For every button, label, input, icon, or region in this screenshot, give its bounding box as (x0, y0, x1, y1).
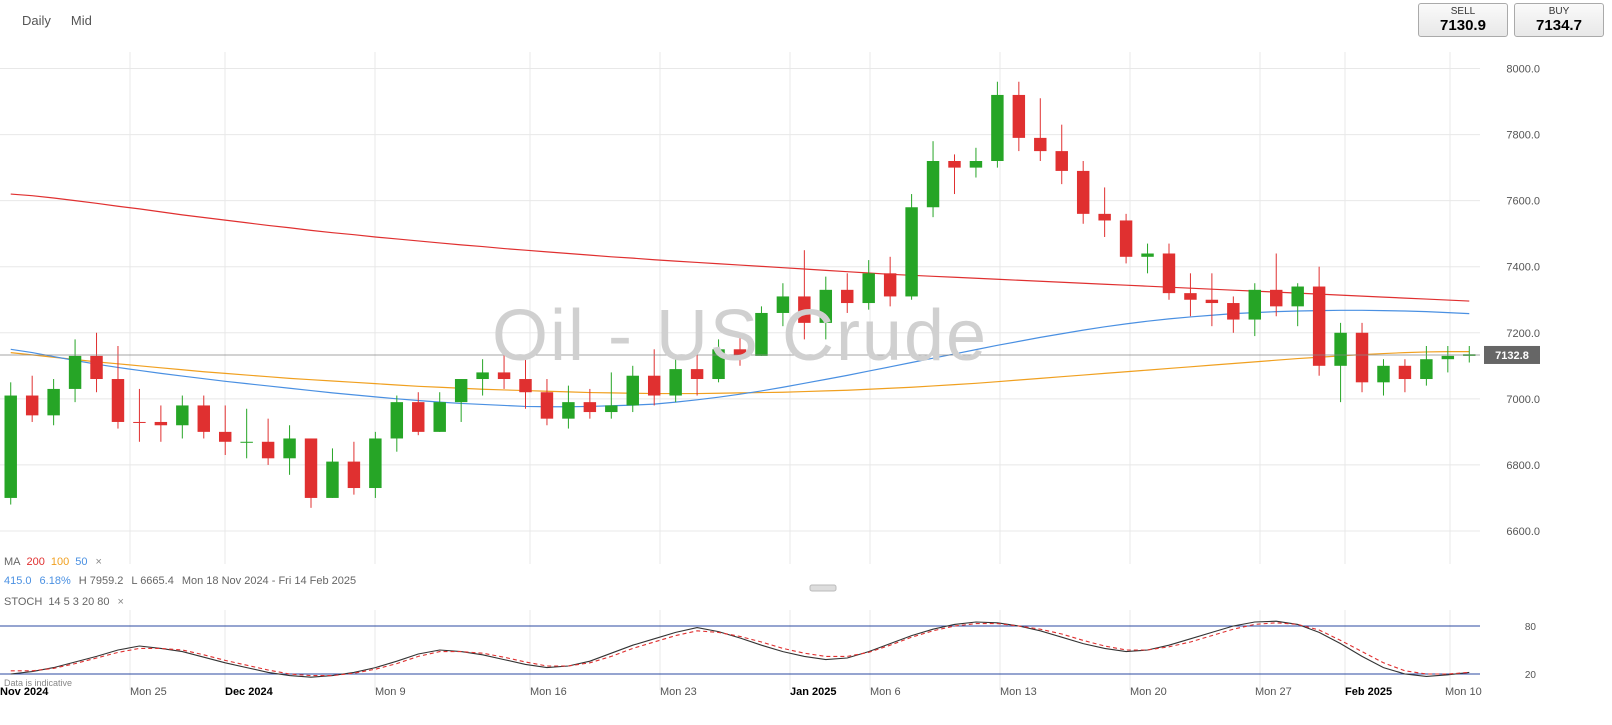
stoch-params: 14 5 3 20 80 (48, 596, 109, 608)
chart-mode-controls: Daily Mid (8, 13, 92, 28)
footnote: Data is indicative (4, 678, 72, 688)
sell-label: SELL (1429, 6, 1497, 17)
svg-text:Mon 6: Mon 6 (870, 686, 901, 698)
status-pct: 6.18% (40, 575, 71, 587)
svg-text:7800.0: 7800.0 (1506, 130, 1540, 142)
svg-text:6600.0: 6600.0 (1506, 526, 1540, 538)
svg-text:8000.0: 8000.0 (1506, 64, 1540, 76)
ma-legend: MA 200 100 50 × (4, 556, 102, 568)
stoch-label: STOCH (4, 596, 42, 608)
svg-text:Mon 23: Mon 23 (660, 686, 697, 698)
buy-label: BUY (1525, 6, 1593, 17)
interval-label[interactable]: Daily (22, 13, 51, 28)
svg-text:Mon 16: Mon 16 (530, 686, 567, 698)
ma-200: 200 (27, 556, 45, 568)
status-range: Mon 18 Nov 2024 - Fri 14 Feb 2025 (182, 575, 356, 587)
svg-text:7600.0: 7600.0 (1506, 196, 1540, 208)
status-lo: L 6665.4 (131, 575, 173, 587)
buy-button[interactable]: BUY 7134.7 (1514, 3, 1604, 37)
ma-close-icon[interactable]: × (95, 556, 101, 568)
status-hi: H 7959.2 (79, 575, 124, 587)
svg-text:7000.0: 7000.0 (1506, 394, 1540, 406)
svg-text:Jan 2025: Jan 2025 (790, 686, 836, 698)
buy-price: 7134.7 (1525, 17, 1593, 34)
svg-text:Feb 2025: Feb 2025 (1345, 686, 1392, 698)
chart-svg[interactable]: 6600.0 6800.0 7000.0 7200.0 7400.0 7600.0 7800… (0, 40, 1612, 725)
svg-text:Dec 2024: Dec 2024 (225, 686, 274, 698)
price-buttons: SELL 7130.9 BUY 7134.7 (1418, 3, 1604, 37)
svg-text:6800.0: 6800.0 (1506, 460, 1540, 472)
svg-text:Mon 13: Mon 13 (1000, 686, 1037, 698)
ma-50: 50 (75, 556, 87, 568)
status-line: 415.0 6.18% H 7959.2 L 6665.4 Mon 18 Nov… (4, 575, 356, 587)
ma-100: 100 (51, 556, 69, 568)
chart-container: Oil - US Crude 6600.06800.07000.07200.07… (0, 40, 1612, 725)
svg-text:7132.8: 7132.8 (1495, 350, 1529, 362)
svg-text:Mon 10: Mon 10 (1445, 686, 1482, 698)
stoch-legend: STOCH 14 5 3 20 80 × (4, 596, 124, 608)
svg-text:20: 20 (1525, 670, 1537, 681)
svg-text:80: 80 (1525, 622, 1537, 633)
svg-text:Mon 27: Mon 27 (1255, 686, 1292, 698)
sell-price: 7130.9 (1429, 17, 1497, 34)
svg-text:7400.0: 7400.0 (1506, 262, 1540, 274)
svg-text:Mon 9: Mon 9 (375, 686, 406, 698)
svg-text:7200.0: 7200.0 (1506, 328, 1540, 340)
sell-button[interactable]: SELL 7130.9 (1418, 3, 1508, 37)
ma-label: MA (4, 556, 21, 568)
top-bar: Daily Mid SELL 7130.9 BUY 7134.7 (0, 0, 1612, 40)
stoch-close-icon[interactable]: × (117, 596, 123, 608)
mid-label[interactable]: Mid (71, 13, 92, 28)
svg-text:Mon 20: Mon 20 (1130, 686, 1167, 698)
status-change: 415.0 (4, 575, 32, 587)
svg-text:Mon 25: Mon 25 (130, 686, 167, 698)
